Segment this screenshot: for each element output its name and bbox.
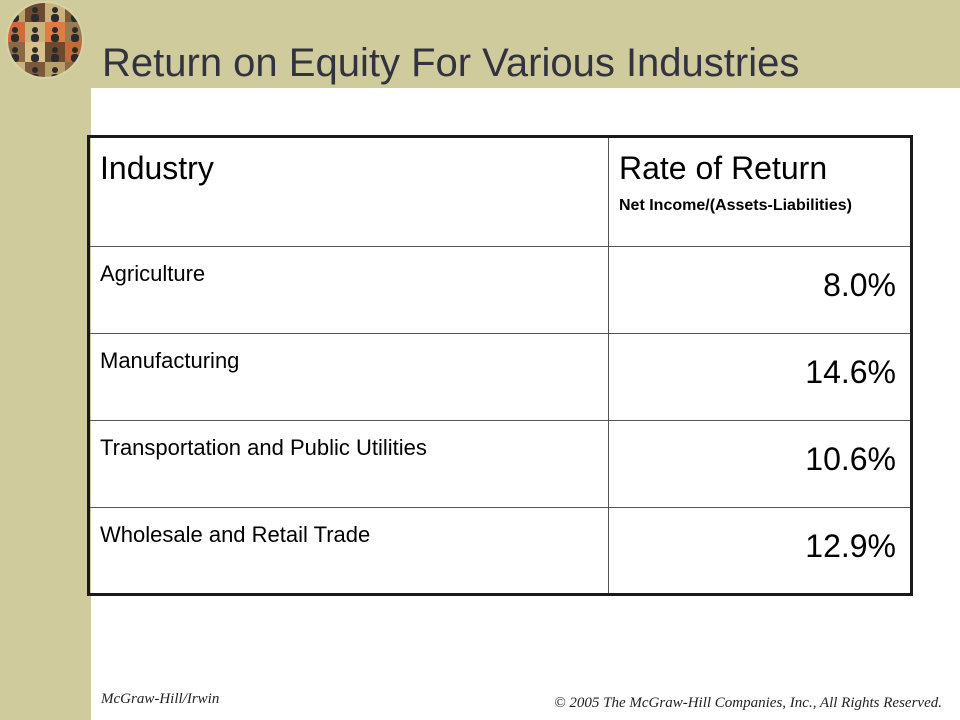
industry-cell: Manufacturing bbox=[88, 333, 609, 421]
title-band bbox=[91, 0, 960, 88]
footer-copyright: © 2005 The McGraw-Hill Companies, Inc., … bbox=[554, 695, 942, 711]
rate-cell: 14.6% bbox=[608, 333, 912, 421]
table-header-row: Industry Rate of Return Net Income/(Asse… bbox=[88, 136, 912, 247]
industry-cell: Wholesale and Retail Trade bbox=[88, 507, 609, 595]
industry-cell: Agriculture bbox=[88, 246, 609, 334]
table-row: Agriculture 8.0% bbox=[88, 246, 912, 334]
header-cell-rate: Rate of Return Net Income/(Assets-Liabil… bbox=[608, 136, 912, 247]
slide-title: Return on Equity For Various Industries bbox=[102, 41, 800, 85]
table-row: Manufacturing 14.6% bbox=[88, 333, 912, 421]
table-row: Transportation and Public Utilities 10.6… bbox=[88, 420, 912, 508]
industry-cell: Transportation and Public Utilities bbox=[88, 420, 609, 508]
header-rate-formula: Net Income/(Assets-Liabilities) bbox=[619, 197, 852, 214]
rate-cell: 12.9% bbox=[608, 507, 912, 595]
table-row: Wholesale and Retail Trade 12.9% bbox=[88, 507, 912, 595]
header-cell-industry: Industry bbox=[88, 136, 609, 247]
header-industry-label: Industry bbox=[100, 150, 214, 186]
rate-cell: 10.6% bbox=[608, 420, 912, 508]
rate-cell: 8.0% bbox=[608, 246, 912, 334]
header-rate-label: Rate of Return bbox=[619, 150, 828, 186]
left-sidebar-band bbox=[0, 0, 91, 720]
roe-table: Industry Rate of Return Net Income/(Asse… bbox=[87, 135, 913, 596]
people-globe-logo bbox=[6, 1, 84, 79]
footer-publisher: McGraw-Hill/Irwin bbox=[101, 691, 220, 707]
